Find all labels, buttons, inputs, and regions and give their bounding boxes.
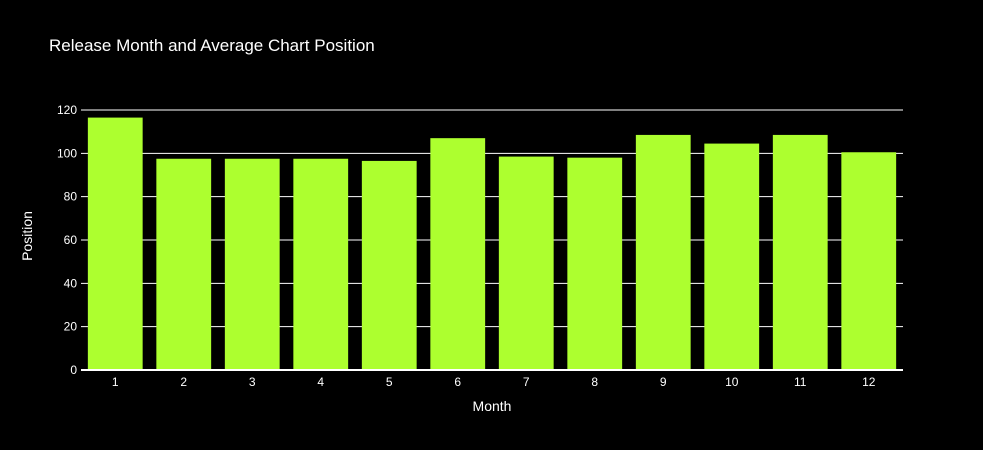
- x-tick-label: 8: [591, 375, 598, 389]
- x-tick-label: 12: [862, 375, 876, 389]
- y-tick-label: 40: [64, 276, 78, 290]
- y-axis-ticks: 0 20 40 60 80 100 120: [57, 103, 77, 377]
- bars: [81, 117, 903, 371]
- bar-month-4[interactable]: [293, 158, 349, 370]
- bar-month-11[interactable]: [772, 134, 828, 370]
- x-axis-title: Month: [473, 398, 512, 414]
- x-tick-label: 1: [112, 375, 119, 389]
- gridlines: [81, 109, 903, 328]
- bar-month-12[interactable]: [841, 152, 897, 370]
- bar-month-10[interactable]: [704, 143, 760, 370]
- x-tick-label: 7: [523, 375, 530, 389]
- x-tick-label: 2: [180, 375, 187, 389]
- bar-month-2[interactable]: [156, 158, 212, 370]
- y-axis-title: Position: [19, 211, 35, 261]
- bar-month-5[interactable]: [361, 160, 417, 370]
- x-tick-label: 10: [725, 375, 739, 389]
- bar-month-8[interactable]: [567, 157, 623, 370]
- y-tick-label: 80: [64, 190, 78, 204]
- y-tick-label: 120: [57, 103, 77, 117]
- y-tick-label: 60: [64, 233, 78, 247]
- bar-month-9[interactable]: [635, 134, 691, 370]
- x-tick-label: 6: [454, 375, 461, 389]
- x-tick-label: 3: [249, 375, 256, 389]
- bar-month-3[interactable]: [224, 158, 280, 370]
- bar-month-7[interactable]: [498, 156, 554, 370]
- y-tick-label: 100: [57, 146, 77, 160]
- y-tick-label: 0: [70, 363, 77, 377]
- chart-title: Release Month and Average Chart Position: [49, 36, 375, 55]
- y-tick-label: 20: [64, 320, 78, 334]
- bar-month-6[interactable]: [430, 138, 486, 370]
- x-tick-label: 11: [794, 375, 807, 389]
- x-tick-label: 9: [660, 375, 667, 389]
- x-tick-label: 4: [317, 375, 324, 389]
- bar-month-1[interactable]: [87, 117, 143, 370]
- x-tick-label: 5: [386, 375, 393, 389]
- x-axis-ticks: 1 2 3 4 5 6 7 8 9 10 11 12: [112, 375, 876, 389]
